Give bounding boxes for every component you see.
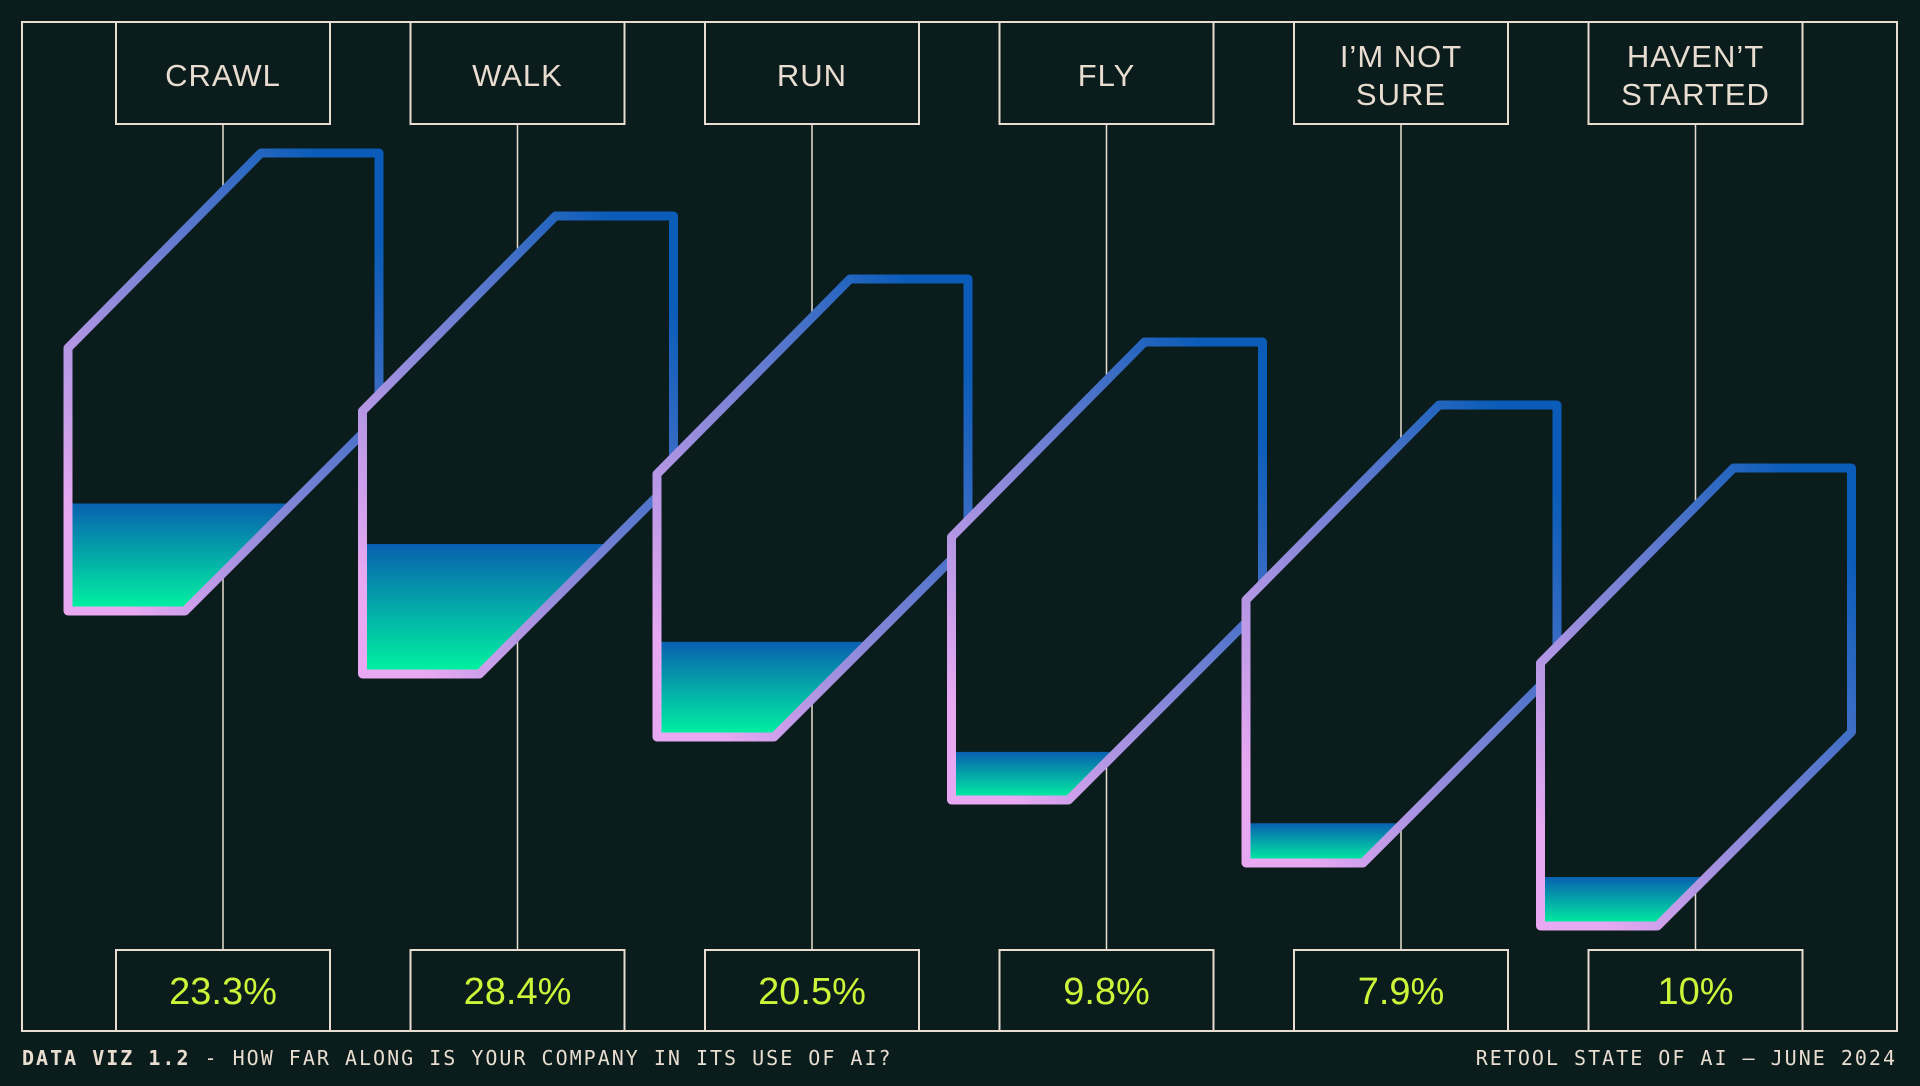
category-label: FLY — [1078, 58, 1136, 93]
category-label-box — [1293, 21, 1509, 125]
bar-vessel — [652, 274, 973, 742]
bar-vessel — [1241, 400, 1562, 868]
category-label: RUN — [777, 58, 847, 93]
category-label-line: RUN — [777, 58, 847, 93]
bar-vessel — [1536, 463, 1856, 931]
value-label: 7.9% — [1358, 971, 1445, 1013]
category-label-box — [998, 21, 1215, 125]
value-label: 9.8% — [1063, 971, 1150, 1013]
category-label-box — [1587, 21, 1804, 125]
chart-frame — [21, 21, 1898, 1032]
category-label-line: I’M NOT — [1340, 39, 1462, 74]
value-label: 23.3% — [169, 971, 277, 1013]
category-label: I’M NOT SURE — [1340, 39, 1462, 112]
category-label-box — [704, 21, 920, 125]
value-label-box — [1293, 949, 1509, 1032]
category-label-line: STARTED — [1621, 77, 1770, 112]
footer-source: RETOOL STATE OF AI — JUNE 2024 — [1475, 1046, 1897, 1070]
footer-question: - HOW FAR ALONG IS YOUR COMPANY IN ITS U… — [190, 1046, 893, 1070]
footer-viz-id: DATA VIZ 1.2 — [22, 1046, 191, 1070]
category-label-line: SURE — [1356, 77, 1446, 112]
vessel-interior — [1540, 468, 1852, 926]
value-label-box — [115, 949, 331, 1032]
bar-vessel — [947, 337, 1267, 805]
category-label-line: WALK — [472, 58, 563, 93]
category-label-box — [409, 21, 626, 125]
vessel-outline — [1536, 463, 1856, 931]
bar-vessel — [358, 211, 678, 679]
category-label: CRAWL — [165, 58, 281, 93]
category-label-line: CRAWL — [165, 58, 281, 93]
value-label: 20.5% — [758, 971, 866, 1013]
footer-caption: DATA VIZ 1.2 - HOW FAR ALONG IS YOUR COM… — [22, 1046, 893, 1070]
bar-vessel — [63, 148, 384, 616]
category-label: HAVEN’T STARTED — [1621, 39, 1770, 112]
vessel-interior — [657, 279, 968, 737]
value-label: 10% — [1657, 971, 1733, 1013]
value-label-box — [704, 949, 920, 1032]
category-label-line: HAVEN’T — [1627, 39, 1764, 74]
category-label-line: FLY — [1078, 58, 1136, 93]
vessel-interior — [951, 342, 1263, 800]
vessel-interior — [68, 153, 379, 611]
value-label-box — [409, 949, 626, 1032]
category-label-box — [115, 21, 331, 125]
value-label-box — [1587, 949, 1804, 1032]
value-label: 28.4% — [464, 971, 572, 1013]
value-label-box — [998, 949, 1215, 1032]
category-label: WALK — [472, 58, 563, 93]
vessel-interior — [1246, 405, 1557, 863]
